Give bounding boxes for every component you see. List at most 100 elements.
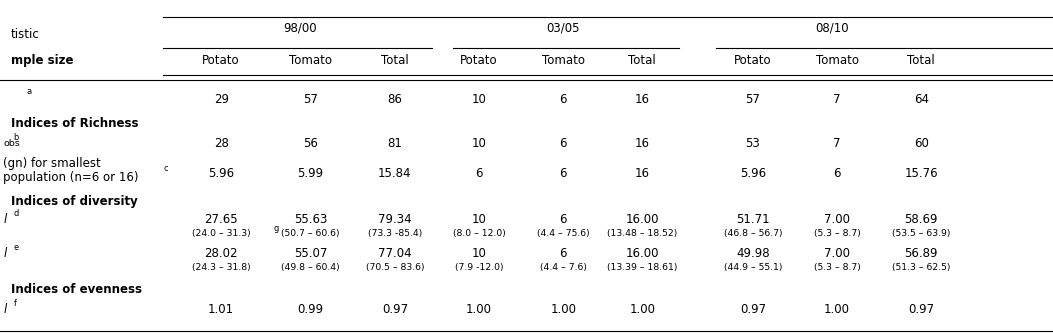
Text: 56: 56 (303, 137, 318, 150)
Text: obs: obs (3, 139, 20, 148)
Text: tistic: tistic (11, 28, 39, 42)
Text: (13.39 – 18.61): (13.39 – 18.61) (608, 263, 677, 272)
Text: 29: 29 (214, 93, 229, 107)
Text: Tomato: Tomato (290, 54, 332, 67)
Text: Total: Total (908, 54, 935, 67)
Text: 55.07: 55.07 (294, 247, 327, 260)
Text: (4.4 – 7.6): (4.4 – 7.6) (540, 263, 587, 272)
Text: 6: 6 (559, 93, 568, 107)
Text: 86: 86 (388, 93, 402, 107)
Text: (24.3 – 31.8): (24.3 – 31.8) (192, 263, 251, 272)
Text: 08/10: 08/10 (815, 22, 849, 35)
Text: 57: 57 (746, 93, 760, 107)
Text: 16: 16 (635, 137, 650, 150)
Text: d: d (14, 209, 19, 218)
Text: 5.99: 5.99 (298, 166, 323, 180)
Text: 0.99: 0.99 (298, 302, 323, 316)
Text: Total: Total (629, 54, 656, 67)
Text: 1.00: 1.00 (630, 302, 655, 316)
Text: Indices of evenness: Indices of evenness (11, 283, 141, 296)
Text: 6: 6 (559, 166, 568, 180)
Text: 10: 10 (472, 213, 486, 226)
Text: 56.89: 56.89 (905, 247, 938, 260)
Text: (13.48 – 18.52): (13.48 – 18.52) (608, 229, 677, 238)
Text: 16: 16 (635, 93, 650, 107)
Text: f: f (14, 298, 17, 308)
Text: (5.3 – 8.7): (5.3 – 8.7) (814, 229, 860, 238)
Text: 27.65: 27.65 (204, 213, 238, 226)
Text: (46.8 – 56.7): (46.8 – 56.7) (723, 229, 782, 238)
Text: 1.00: 1.00 (824, 302, 850, 316)
Text: 10: 10 (472, 137, 486, 150)
Text: 7: 7 (833, 93, 841, 107)
Text: 98/00: 98/00 (283, 22, 317, 35)
Text: 16.00: 16.00 (625, 247, 659, 260)
Text: (49.8 – 60.4): (49.8 – 60.4) (281, 263, 340, 272)
Text: Indices of Richness: Indices of Richness (11, 117, 138, 131)
Text: mple size: mple size (11, 54, 73, 67)
Text: 10: 10 (472, 93, 486, 107)
Text: (gn) for smallest: (gn) for smallest (3, 157, 101, 170)
Text: 16: 16 (635, 166, 650, 180)
Text: (24.0 – 31.3): (24.0 – 31.3) (192, 229, 251, 238)
Text: 1.00: 1.00 (551, 302, 576, 316)
Text: 64: 64 (914, 93, 929, 107)
Text: Potato: Potato (202, 54, 240, 67)
Text: 6: 6 (559, 247, 568, 260)
Text: 51.71: 51.71 (736, 213, 770, 226)
Text: c: c (163, 164, 167, 173)
Text: 7.00: 7.00 (824, 247, 850, 260)
Text: a: a (26, 87, 32, 96)
Text: l: l (3, 213, 6, 226)
Text: (7.9 -12.0): (7.9 -12.0) (455, 263, 503, 272)
Text: b: b (14, 133, 19, 142)
Text: Potato: Potato (734, 54, 772, 67)
Text: 5.96: 5.96 (208, 166, 234, 180)
Text: 6: 6 (475, 166, 483, 180)
Text: 15.76: 15.76 (905, 166, 938, 180)
Text: (4.4 – 75.6): (4.4 – 75.6) (537, 229, 590, 238)
Text: 57: 57 (303, 93, 318, 107)
Text: 0.97: 0.97 (740, 302, 766, 316)
Text: 53: 53 (746, 137, 760, 150)
Text: (53.5 – 63.9): (53.5 – 63.9) (892, 229, 951, 238)
Text: 0.97: 0.97 (382, 302, 408, 316)
Text: 79.34: 79.34 (378, 213, 412, 226)
Text: 15.84: 15.84 (378, 166, 412, 180)
Text: 77.04: 77.04 (378, 247, 412, 260)
Text: Tomato: Tomato (542, 54, 584, 67)
Text: 28.02: 28.02 (204, 247, 238, 260)
Text: Tomato: Tomato (816, 54, 858, 67)
Text: 7: 7 (833, 137, 841, 150)
Text: 7.00: 7.00 (824, 213, 850, 226)
Text: l: l (3, 247, 6, 260)
Text: 1.01: 1.01 (208, 302, 234, 316)
Text: 03/05: 03/05 (547, 22, 580, 35)
Text: (51.3 – 62.5): (51.3 – 62.5) (892, 263, 951, 272)
Text: (50.7 – 60.6): (50.7 – 60.6) (281, 229, 340, 238)
Text: (70.5 – 83.6): (70.5 – 83.6) (365, 263, 424, 272)
Text: l: l (3, 302, 6, 316)
Text: population (n=6 or 16): population (n=6 or 16) (3, 170, 139, 184)
Text: Potato: Potato (460, 54, 498, 67)
Text: 0.97: 0.97 (909, 302, 934, 316)
Text: 6: 6 (559, 213, 568, 226)
Text: 55.63: 55.63 (294, 213, 327, 226)
Text: 6: 6 (559, 137, 568, 150)
Text: 58.69: 58.69 (905, 213, 938, 226)
Text: 28: 28 (214, 137, 229, 150)
Text: 60: 60 (914, 137, 929, 150)
Text: Total: Total (381, 54, 409, 67)
Text: (44.9 – 55.1): (44.9 – 55.1) (723, 263, 782, 272)
Text: e: e (14, 243, 19, 252)
Text: (8.0 – 12.0): (8.0 – 12.0) (453, 229, 505, 238)
Text: 5.96: 5.96 (740, 166, 766, 180)
Text: Indices of diversity: Indices of diversity (11, 195, 137, 208)
Text: 1.00: 1.00 (466, 302, 492, 316)
Text: g: g (274, 224, 279, 233)
Text: 49.98: 49.98 (736, 247, 770, 260)
Text: 10: 10 (472, 247, 486, 260)
Text: 81: 81 (388, 137, 402, 150)
Text: (73.3 -85.4): (73.3 -85.4) (367, 229, 422, 238)
Text: 6: 6 (833, 166, 841, 180)
